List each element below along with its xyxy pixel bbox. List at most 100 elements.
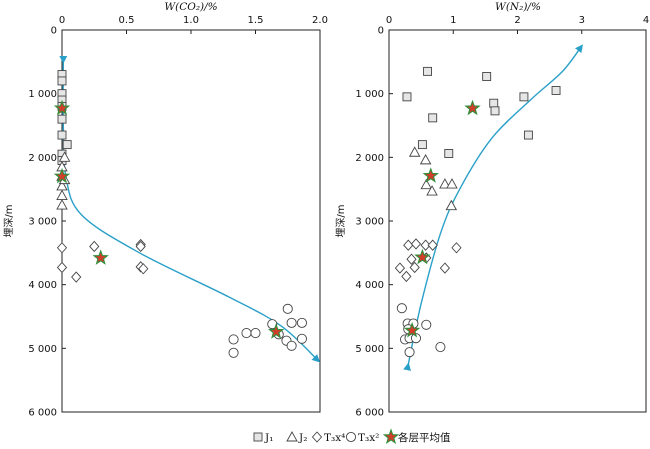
n2-point-j2 — [419, 153, 432, 165]
co2-point-t3x4 — [56, 242, 68, 254]
co2-point-layer-mean — [267, 323, 285, 339]
co2-x-tick-label: 0 — [59, 15, 65, 26]
co2-x-ticks: 0 0.5 1.0 1.5 2.0 — [59, 15, 328, 34]
co2-point-j1 — [57, 114, 67, 124]
n2-point-j1 — [489, 98, 499, 108]
co2-series-j1 — [57, 70, 72, 165]
n2-point-j2 — [420, 178, 433, 190]
n2-x-ticks: 0 1 2 3 4 — [386, 15, 649, 34]
co2-x-tick-label: 1.5 — [248, 15, 264, 26]
n2-point-t3x2 — [396, 303, 407, 314]
co2-point-t3x4 — [71, 271, 82, 283]
legend-entry-j1: J₁ — [253, 432, 273, 444]
co2-point-j1 — [57, 76, 67, 86]
n2-point-j2 — [408, 146, 421, 157]
n2-y-axis-label: 埋深/m — [335, 204, 347, 237]
co2-point-t3x2 — [296, 333, 307, 344]
n2-y-tick-label: 0 — [378, 26, 384, 37]
n2-panel: W(N₂)/% 埋深/m 0 1 2 3 4 0 1 000 2 000 3 000 4 000… — [335, 1, 649, 419]
legend-marker-t3x2 — [345, 431, 357, 443]
n2-trend-line — [403, 44, 584, 371]
legend-entry-layer-mean: 各层平均值 — [382, 428, 451, 444]
n2-y-tick-label: 5 000 — [355, 344, 384, 355]
legend-marker-layer-mean — [382, 428, 400, 444]
legend-label-j1: J₁ — [264, 432, 273, 444]
co2-point-layer-mean — [53, 99, 71, 116]
co2-point-t3x2 — [296, 317, 307, 328]
n2-point-layer-mean — [414, 248, 431, 265]
co2-point-layer-mean — [53, 167, 71, 184]
co2-x-tick-label: 2.0 — [312, 15, 328, 26]
n2-y-ticks: 0 1 000 2 000 3 000 4 000 5 000 6 000 — [355, 26, 393, 419]
co2-y-tick-label: 2 000 — [28, 153, 57, 164]
co2-trend-line — [59, 55, 321, 363]
co2-point-t3x4 — [135, 240, 146, 253]
n2-point-t3x4 — [403, 239, 414, 251]
n2-y-tick-label: 1 000 — [355, 89, 384, 100]
legend: J₁ J₂ T₃x⁴ T₃x² 各层平均值 — [253, 428, 451, 444]
n2-x-tick-label: 3 — [579, 15, 585, 26]
co2-point-t3x2 — [286, 340, 297, 351]
legend-entry-t3x2: T₃x² — [345, 431, 379, 444]
n2-point-t3x2 — [435, 342, 446, 353]
co2-data-points — [53, 70, 307, 358]
n2-point-j1 — [519, 92, 529, 102]
legend-entry-t3x4: T₃x⁴ — [311, 431, 345, 444]
n2-x-tick-label: 0 — [386, 15, 392, 26]
legend-marker-j1 — [253, 432, 263, 442]
co2-point-t3x2 — [286, 317, 297, 328]
co2-point-j2 — [56, 199, 68, 210]
co2-y-axis-label: 埋深/m — [3, 204, 15, 237]
n2-point-layer-mean — [403, 321, 421, 338]
n2-point-j1 — [423, 66, 432, 76]
n2-point-t3x4 — [401, 270, 412, 283]
co2-point-j2 — [56, 189, 68, 200]
co2-point-j2 — [58, 151, 71, 162]
n2-point-j2 — [446, 178, 458, 189]
n2-point-j1 — [551, 86, 561, 95]
n2-point-t3x4 — [394, 262, 406, 274]
n2-point-t3x4 — [410, 238, 422, 250]
co2-y-tick-label: 4 000 — [28, 280, 57, 291]
n2-point-layer-mean — [422, 167, 439, 183]
co2-plot-frame — [61, 29, 321, 413]
co2-point-j1 — [62, 140, 72, 150]
n2-x-axis-label: W(N₂)/% — [495, 1, 541, 13]
co2-panel: W(CO₂)/% 埋深/m 0 0.5 1.0 1.5 2.0 0 1 000 2 000 3… — [3, 1, 328, 419]
co2-point-t3x2 — [228, 334, 239, 345]
n2-point-layer-mean — [464, 99, 481, 116]
legend-entry-j2: J₂ — [286, 431, 307, 444]
n2-point-j1 — [490, 106, 500, 116]
n2-data-points — [394, 66, 561, 358]
co2-point-layer-mean — [92, 249, 109, 265]
n2-series-t3x4 — [394, 238, 462, 283]
co2-point-t3x4 — [56, 261, 68, 274]
co2-point-t3x4 — [89, 240, 100, 253]
n2-point-t3x2 — [404, 347, 415, 358]
co2-x-tick-label: 1.0 — [183, 15, 199, 26]
n2-y-tick-label: 6 000 — [355, 408, 384, 419]
n2-point-t3x4 — [451, 242, 462, 254]
co2-series-t3x2 — [228, 303, 307, 358]
n2-series-layer-mean — [403, 99, 481, 338]
n2-y-tick-label: 4 000 — [355, 280, 384, 291]
co2-point-t3x2 — [241, 328, 252, 339]
co2-y-tick-label: 3 000 — [28, 217, 57, 228]
n2-point-j1 — [523, 130, 533, 140]
n2-series-t3x2 — [396, 303, 446, 358]
n2-point-t3x4 — [406, 253, 417, 265]
legend-label-t3x4: T₃x⁴ — [324, 432, 345, 444]
n2-point-j1 — [428, 113, 438, 123]
n2-x-tick-label: 2 — [514, 15, 520, 26]
n2-series-j1 — [402, 66, 561, 158]
co2-point-t3x4 — [138, 263, 149, 275]
n2-point-j2 — [426, 185, 438, 196]
co2-point-j1 — [57, 130, 67, 140]
co2-series-layer-mean — [53, 99, 285, 339]
n2-point-t3x4 — [409, 261, 420, 274]
legend-marker-j2 — [286, 431, 298, 442]
co2-x-axis-label: W(CO₂)/% — [164, 1, 217, 13]
co2-y-tick-label: 0 — [51, 26, 57, 37]
n2-x-tick-label: 1 — [450, 15, 456, 26]
